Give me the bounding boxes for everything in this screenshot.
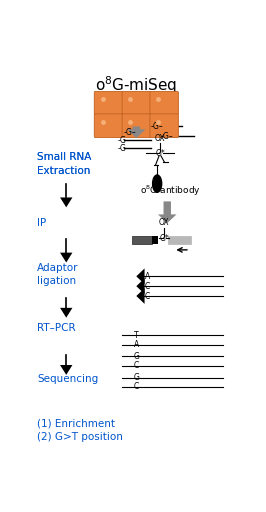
Bar <box>132 236 152 244</box>
Bar <box>168 236 191 244</box>
Polygon shape <box>60 252 72 263</box>
FancyBboxPatch shape <box>122 92 151 115</box>
Text: Small RNA
Extraction: Small RNA Extraction <box>37 153 92 176</box>
Text: OX: OX <box>155 134 165 143</box>
Text: G*: G* <box>159 234 169 243</box>
Text: G*: G* <box>155 149 165 158</box>
Text: -G–: -G– <box>151 122 164 131</box>
FancyBboxPatch shape <box>94 92 123 115</box>
Text: C: C <box>145 282 150 291</box>
FancyBboxPatch shape <box>150 92 178 115</box>
Text: Adaptor
ligation: Adaptor ligation <box>37 263 79 286</box>
Polygon shape <box>60 198 72 207</box>
Text: -G–: -G– <box>118 144 131 153</box>
Text: T: T <box>134 331 139 340</box>
Text: -G–: -G– <box>161 132 174 141</box>
Text: C: C <box>134 382 139 391</box>
Text: Sequencing: Sequencing <box>37 374 99 384</box>
FancyBboxPatch shape <box>122 114 151 138</box>
Text: IP: IP <box>37 218 47 228</box>
Text: RT–PCR: RT–PCR <box>37 323 76 333</box>
Polygon shape <box>136 268 145 284</box>
Text: o$^8$G-miSeq: o$^8$G-miSeq <box>95 74 177 96</box>
Text: C: C <box>145 291 150 301</box>
Text: -G–: -G– <box>118 136 131 145</box>
Text: -G–: -G– <box>124 128 137 137</box>
Text: (1) Enrichment
(2) G>T position: (1) Enrichment (2) G>T position <box>37 418 123 442</box>
FancyBboxPatch shape <box>94 114 123 138</box>
Polygon shape <box>158 201 177 223</box>
FancyBboxPatch shape <box>150 114 178 138</box>
Text: o$^8$G antibody: o$^8$G antibody <box>140 183 201 198</box>
Text: Small RNA
Extraction: Small RNA Extraction <box>37 153 92 176</box>
Bar <box>152 236 158 244</box>
Circle shape <box>153 175 162 193</box>
Polygon shape <box>60 365 72 375</box>
Polygon shape <box>127 126 146 138</box>
Polygon shape <box>60 308 72 317</box>
Text: A: A <box>134 340 139 349</box>
Polygon shape <box>136 288 145 304</box>
Text: G: G <box>134 352 140 361</box>
Text: OX: OX <box>159 218 169 227</box>
Polygon shape <box>136 279 145 294</box>
Text: C: C <box>134 361 139 370</box>
Text: G: G <box>134 373 140 382</box>
Text: A: A <box>145 272 150 281</box>
